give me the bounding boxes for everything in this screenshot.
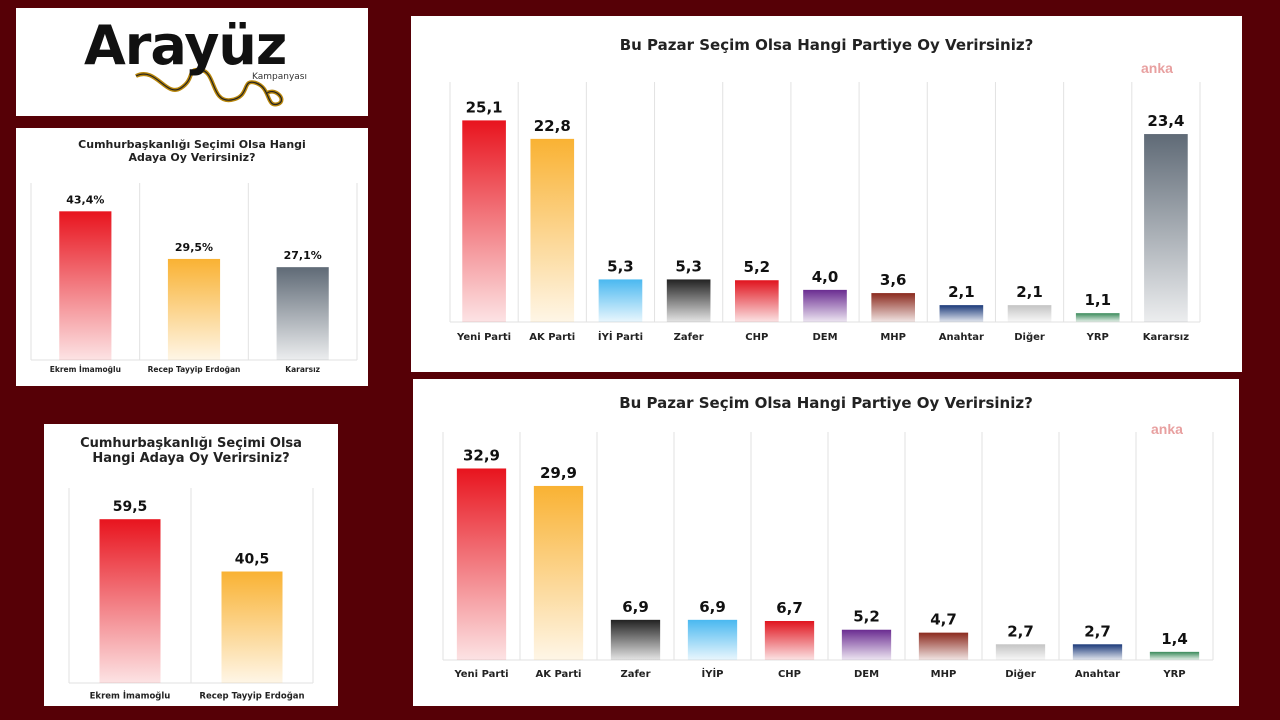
category-label: Yeni Parti [453,669,508,680]
bar [1075,313,1120,322]
value-label: 2,1 [948,283,975,301]
value-label: 1,4 [1161,630,1188,648]
category-label: Zafer [674,332,704,343]
category-label: CHP [778,669,801,680]
bar [687,619,738,660]
value-label: 2,1 [1016,283,1043,301]
value-label: 59,5 [113,499,148,515]
category-label: MHP [931,669,957,680]
bar [533,485,584,660]
logo-subtitle: Kampanyası [252,72,307,82]
chart-plot: 32,9 Yeni Parti 29,9 AK Parti 6,9 Zafer 6,9 İYİ… [442,432,1214,680]
bar [939,305,984,322]
category-label: CHP [745,332,768,343]
logo-title: Arayüz [84,14,287,77]
chart-panel: 59,5 Ekrem İmamoğlu 40,5 Recep Tayyip Erdoğ… [44,424,338,706]
category-label: Kararsız [1143,332,1189,343]
category-label: İYİ Parti [598,329,643,343]
chart-title: Cumhurbaşkanlığı Seçimi Olsa Hangi Adaya… [80,436,302,466]
category-label: Ekrem İmamoğlu [50,365,121,374]
bar [666,279,711,322]
value-label: 2,7 [1007,622,1034,640]
value-label: 29,9 [540,464,577,482]
category-label: Recep Tayyip Erdoğan [148,365,241,374]
category-label: Diğer [1014,331,1045,343]
bar [1149,651,1200,660]
value-label: 27,1% [284,249,322,262]
bar [610,619,661,660]
watermark: anka [1151,421,1183,437]
value-label: 6,9 [622,598,649,616]
value-label: 5,2 [853,608,880,626]
bar [918,632,969,660]
chart-plot: 25,1 Yeni Parti 22,8 AK Parti 5,3 İYİ Parti 5,… [449,82,1201,343]
category-label: DEM [812,332,837,343]
chart-panel: 43,4% Ekrem İmamoğlu 29,5% Recep Tayyip Erd… [16,128,368,386]
category-label: Anahtar [1075,669,1120,680]
value-label: 40,5 [235,552,270,568]
bar [167,258,221,360]
bar [221,571,283,683]
logo-art [135,67,284,107]
bar [456,468,507,660]
category-label: Anahtar [939,332,984,343]
bar [99,519,161,683]
value-label: 32,9 [463,446,500,464]
bar [462,120,506,323]
category-label: AK Parti [529,332,575,343]
value-label: 25,1 [466,98,503,116]
chart-panel: 32,9 Yeni Parti 29,9 AK Parti 6,9 Zafer 6,9 İYİ… [413,379,1239,706]
bar [530,138,575,322]
logo-squiggle-outline [135,69,283,106]
bar [841,629,892,660]
bar [995,644,1046,660]
bar [1072,644,1123,660]
category-label: Yeni Parti [456,332,511,343]
category-label: Kararsız [285,365,320,374]
category-label: AK Parti [536,669,582,680]
value-label: 22,8 [534,117,571,135]
chart-plot: 59,5 Ekrem İmamoğlu 40,5 Recep Tayyip Erdoğ… [68,488,314,702]
category-label: DEM [854,669,879,680]
value-label: 1,1 [1084,291,1111,309]
value-label: 5,3 [675,257,702,275]
bar [1144,134,1188,322]
value-label: 43,4% [66,193,104,206]
logo-box: Arayüz Kampanyası [16,8,368,116]
chart-title: Bu Pazar Seçim Olsa Hangi Partiye Oy Ver… [619,36,1034,54]
chart-title: Cumhurbaşkanlığı Seçimi Olsa Hangi Adaya… [78,138,306,164]
category-label: MHP [880,332,906,343]
value-label: 6,9 [699,598,726,616]
category-label: Ekrem İmamoğlu [90,691,171,702]
value-label: 4,7 [930,611,957,629]
bar [803,289,847,322]
category-label: İYİP [701,666,723,680]
value-label: 4,0 [812,268,839,286]
watermark: anka [1141,60,1173,76]
value-label: 2,7 [1084,622,1111,640]
category-label: YRP [1086,332,1109,343]
bar [764,620,815,660]
bar [871,293,915,322]
value-label: 5,2 [744,258,771,276]
chart-panel: 25,1 Yeni Parti 22,8 AK Parti 5,3 İYİ Parti 5,… [411,16,1242,372]
chart-title: Bu Pazar Seçim Olsa Hangi Partiye Oy Ver… [619,394,1033,412]
category-label: Diğer [1005,668,1036,680]
value-label: 29,5% [175,241,213,254]
bar [276,267,329,360]
value-label: 23,4 [1147,112,1184,130]
category-label: YRP [1162,669,1185,680]
chart-plot: 43,4% Ekrem İmamoğlu 29,5% Recep Tayyip Erd… [30,183,358,374]
bar [735,280,779,322]
category-label: Recep Tayyip Erdoğan [199,692,304,702]
value-label: 3,6 [880,271,907,289]
bar [59,211,112,360]
bar [598,279,643,322]
value-label: 6,7 [776,599,803,617]
bar [1007,305,1052,322]
value-label: 5,3 [607,257,634,275]
category-label: Zafer [620,669,650,680]
